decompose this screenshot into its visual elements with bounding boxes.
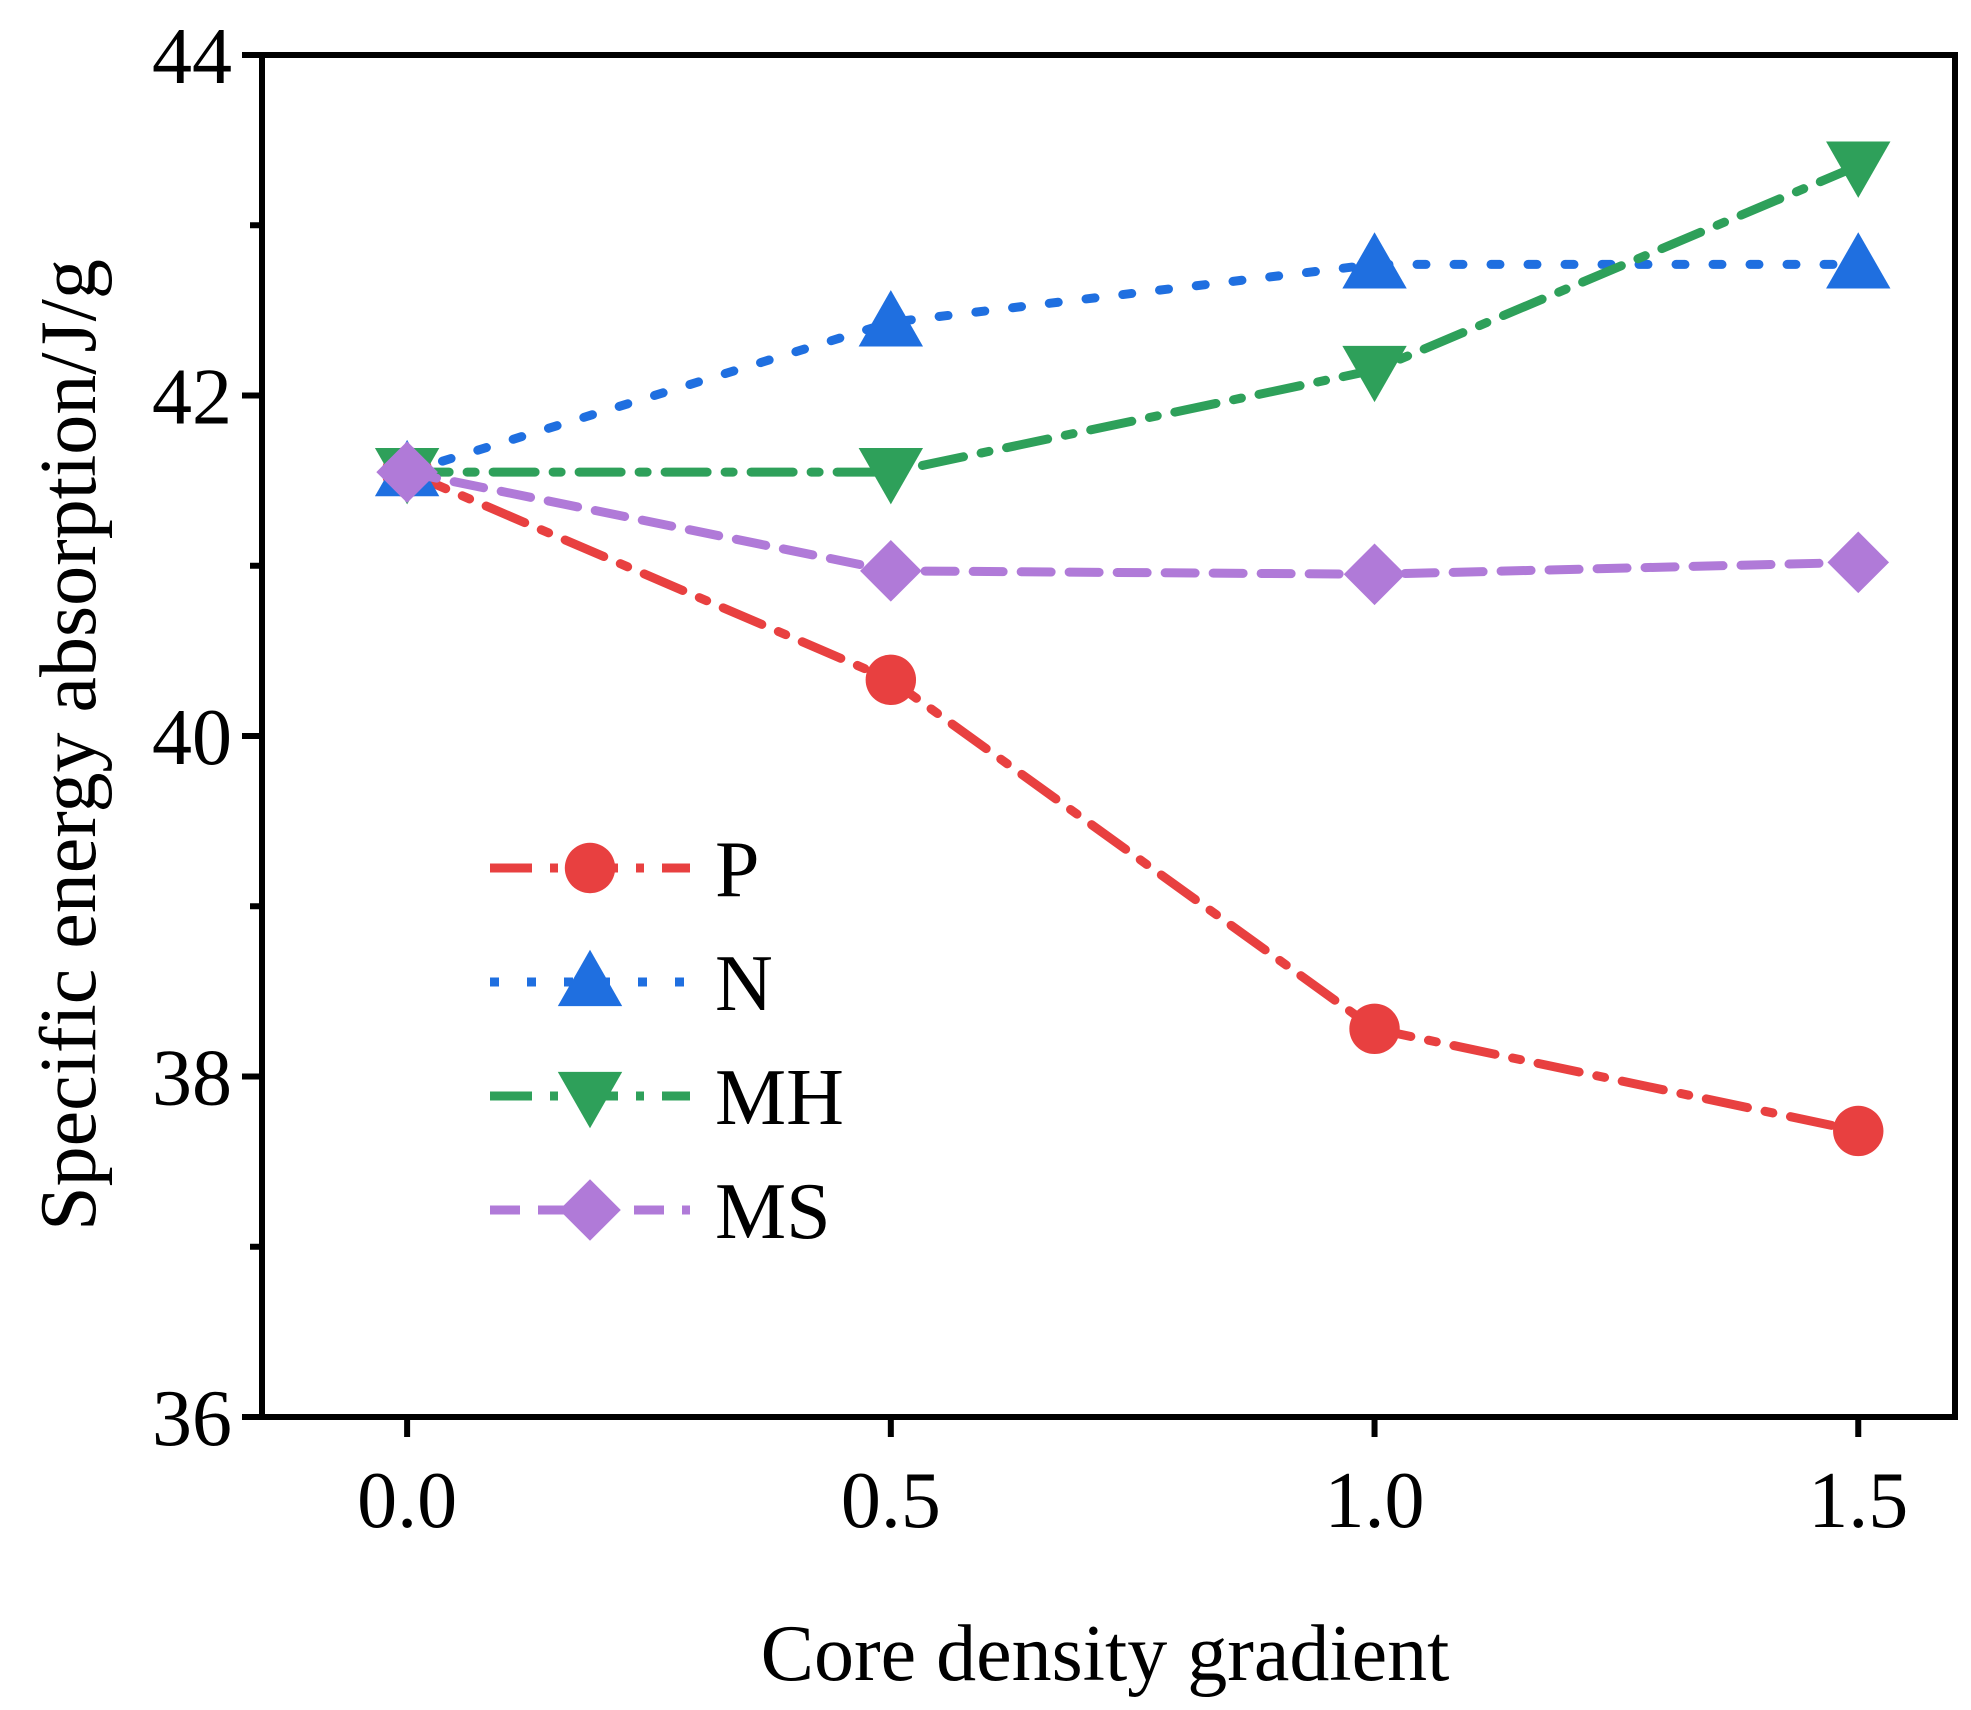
series-n: [374, 232, 1891, 497]
series-line-n: [402, 259, 1863, 477]
legend: PN MH MS: [490, 826, 844, 1256]
y-tick-label: 38: [152, 1035, 232, 1123]
y-tick-label: 36: [152, 1375, 232, 1463]
data-point-p: [1349, 1003, 1400, 1055]
data-point-mh: [858, 447, 924, 505]
y-axis-title: Specific energy absorption/J/g: [25, 259, 113, 1231]
legend-label-ms: MS: [715, 1168, 831, 1256]
axes: 36 38 40 42 44 0.0 0.5 1.0 1.5: [152, 13, 1958, 1545]
legend-marker-p: [564, 842, 616, 894]
data-point-p: [1833, 1105, 1884, 1157]
legend-item-ms: MS: [490, 1168, 831, 1256]
y-tick-label: 44: [152, 13, 232, 101]
data-point-ms: [1343, 543, 1406, 606]
data-point-ms: [376, 441, 438, 503]
data-point-n: [858, 290, 924, 347]
x-tick-label: 1.5: [1808, 1457, 1908, 1545]
legend-item-n: N: [490, 940, 773, 1028]
data-point-ms: [1827, 531, 1890, 594]
legend-marker-mh: [557, 1071, 623, 1129]
data-point-n: [1826, 232, 1891, 289]
legend-marker-n: [557, 949, 623, 1007]
legend-item-mh: MH: [490, 1054, 844, 1142]
x-tick-label: 1.0: [1325, 1457, 1425, 1545]
legend-label-mh: MH: [715, 1054, 844, 1142]
series-line-ms: [402, 467, 1863, 579]
series-line-mh: [402, 161, 1863, 477]
y-tick-label: 40: [152, 694, 232, 782]
x-tick-label: 0.0: [357, 1457, 457, 1545]
data-point-p: [865, 654, 917, 706]
legend-label-p: P: [715, 826, 760, 914]
series-mh: [374, 141, 1891, 505]
series-p: [381, 446, 1884, 1157]
legend-marker-ms: [559, 1179, 621, 1241]
x-axis-title: Core density gradient: [761, 1610, 1450, 1698]
data-point-mh: [1342, 345, 1407, 403]
data-point-ms: [860, 540, 922, 602]
y-tick-label: 42: [152, 354, 232, 442]
x-tick-label: 0.5: [841, 1457, 941, 1545]
series-layer: [374, 141, 1891, 1157]
series-ms: [376, 441, 1890, 606]
data-point-n: [1342, 232, 1407, 289]
legend-item-p: P: [490, 826, 760, 914]
series-line-p: [402, 467, 1863, 1136]
data-point-mh: [1826, 141, 1891, 198]
legend-label-n: N: [715, 940, 773, 1028]
